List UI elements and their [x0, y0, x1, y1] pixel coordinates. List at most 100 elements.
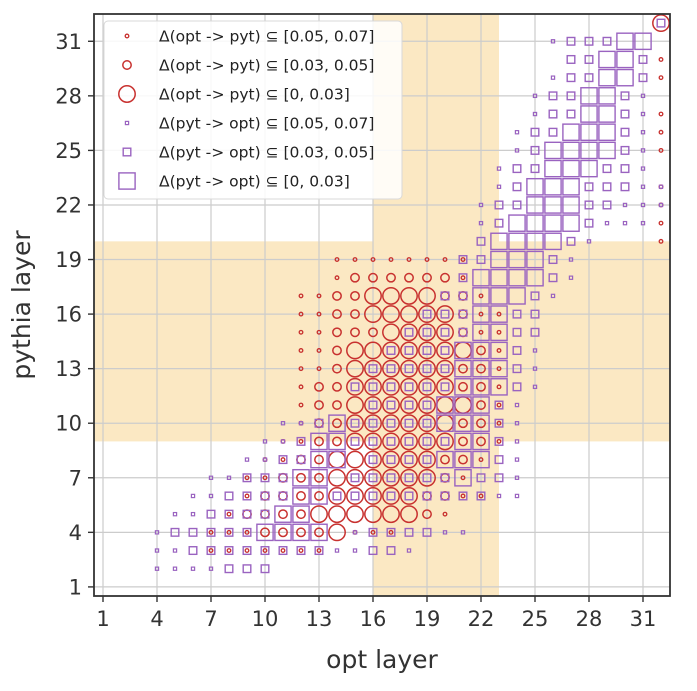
pyt-to-opt-point	[602, 200, 612, 210]
pyt-to-opt-point	[368, 546, 378, 556]
opt-to-pyt-point	[418, 359, 436, 378]
opt-to-pyt-point	[316, 329, 322, 335]
opt-to-pyt-point	[296, 527, 306, 538]
opt-to-pyt-point	[406, 257, 412, 262]
pyt-to-opt-point	[454, 450, 472, 469]
pyt-to-opt-point	[544, 232, 562, 251]
opt-to-pyt-point	[298, 329, 304, 335]
pyt-to-opt-point	[620, 127, 630, 137]
pyt-to-opt-point	[532, 111, 538, 117]
pyt-to-opt-point	[350, 491, 360, 501]
pyt-to-opt-point	[440, 291, 450, 301]
pyt-to-opt-point	[278, 546, 288, 556]
pyt-to-opt-point	[490, 305, 508, 323]
opt-to-pyt-point	[314, 436, 324, 447]
pyt-to-opt-point	[640, 130, 646, 135]
opt-to-pyt-point	[400, 450, 418, 469]
pyt-to-opt-point	[494, 418, 504, 428]
opt-to-pyt-point	[296, 509, 306, 520]
opt-to-pyt-point	[436, 359, 454, 378]
pyt-to-opt-point	[422, 327, 432, 337]
pyt-to-opt-point	[190, 511, 196, 517]
pyt-to-opt-point	[640, 93, 646, 99]
pyt-to-opt-point	[368, 364, 378, 374]
pyt-to-opt-point	[454, 432, 472, 451]
pyt-to-opt-point	[580, 141, 598, 160]
opt-to-pyt-point	[244, 475, 250, 481]
pyt-to-opt-point	[208, 475, 214, 480]
legend-entry-label: Δ(opt -> pyt) ⊆ [0, 0.03]	[159, 86, 350, 104]
pyt-to-opt-point	[262, 439, 268, 444]
pyt-to-opt-point	[602, 164, 612, 174]
pyt-to-opt-point	[566, 91, 576, 101]
opt-to-pyt-point	[460, 493, 466, 499]
pyt-to-opt-point	[280, 421, 286, 426]
opt-to-pyt-point	[496, 348, 502, 353]
opt-to-pyt-point	[658, 75, 664, 81]
pyt-to-opt-point	[404, 455, 414, 465]
opt-to-pyt-point	[310, 505, 328, 524]
opt-to-pyt-point	[460, 475, 466, 481]
pyt-to-opt-point	[530, 291, 540, 301]
opt-to-pyt-point	[658, 57, 664, 62]
opt-to-pyt-point	[226, 548, 232, 553]
pyt-to-opt-point	[190, 493, 196, 499]
opt-to-pyt-point	[382, 341, 400, 360]
opt-to-pyt-point	[388, 529, 394, 535]
pyt-to-opt-point	[368, 382, 378, 392]
pyt-to-opt-point	[440, 364, 450, 374]
opt-to-pyt-point	[382, 432, 400, 451]
pyt-to-opt-point	[458, 291, 468, 301]
pyt-to-opt-point	[454, 414, 472, 433]
pyt-to-opt-point	[350, 382, 360, 392]
pyt-to-opt-point	[530, 127, 540, 137]
opt-to-pyt-point	[350, 290, 360, 301]
x-tick-label: 19	[414, 607, 441, 631]
pyt-to-opt-point	[472, 341, 490, 360]
opt-to-pyt-point	[280, 457, 286, 463]
opt-to-pyt-point	[400, 305, 418, 324]
pyt-to-opt-point	[598, 50, 616, 69]
opt-to-pyt-point	[400, 341, 418, 360]
opt-to-pyt-point	[442, 511, 448, 517]
pyt-to-opt-point	[332, 491, 342, 501]
pyt-to-opt-point	[422, 382, 432, 392]
opt-to-pyt-point	[244, 493, 250, 499]
opt-to-pyt-point	[460, 257, 466, 262]
pyt-to-opt-point	[472, 268, 490, 287]
pyt-to-opt-point	[386, 345, 396, 355]
pyt-to-opt-point	[472, 305, 490, 323]
opt-to-pyt-point	[346, 487, 364, 505]
pyt-to-opt-point	[532, 348, 538, 353]
pyt-to-opt-point	[490, 323, 508, 342]
opt-to-pyt-point	[440, 454, 450, 465]
pyt-to-opt-point	[562, 214, 580, 232]
pyt-to-opt-point	[440, 436, 450, 446]
pyt-to-opt-point	[274, 523, 292, 542]
legend-entry-label: Δ(pyt -> opt) ⊆ [0.05, 0.07]	[159, 115, 374, 133]
pyt-to-opt-point	[514, 421, 520, 426]
opt-to-pyt-point	[314, 472, 324, 483]
pyt-to-opt-point	[458, 273, 468, 283]
opt-to-pyt-point	[436, 323, 454, 342]
opt-to-pyt-point	[298, 311, 304, 317]
opt-to-pyt-point	[476, 400, 486, 410]
pyt-to-opt-point	[352, 530, 358, 535]
pyt-to-opt-point	[460, 530, 466, 535]
pyt-to-opt-point	[568, 275, 574, 280]
x-tick-label: 1	[96, 607, 109, 631]
pyt-to-opt-point	[616, 50, 634, 69]
y-tick-label: 10	[55, 412, 82, 436]
pyt-to-opt-point	[386, 546, 396, 556]
opt-to-pyt-point	[350, 309, 360, 320]
pyt-to-opt-point	[314, 546, 324, 556]
pyt-to-opt-point	[188, 546, 198, 556]
opt-to-pyt-point	[298, 438, 304, 444]
opt-to-pyt-point	[496, 329, 502, 335]
opt-to-pyt-point	[368, 272, 378, 283]
legend-entry-label: Δ(pyt -> opt) ⊆ [0, 0.03]	[159, 173, 350, 191]
opt-to-pyt-point	[364, 450, 382, 469]
pyt-to-opt-point	[584, 182, 594, 192]
pyt-to-opt-point	[584, 73, 594, 83]
pyt-to-opt-point	[440, 491, 450, 501]
